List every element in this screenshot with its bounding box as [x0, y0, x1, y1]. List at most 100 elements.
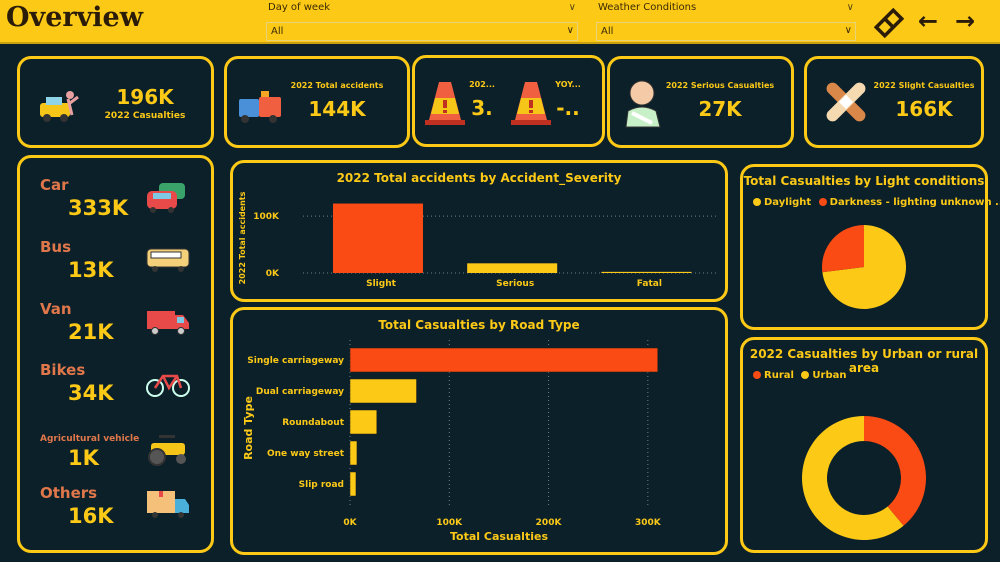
y-tick-label: Slip road: [299, 480, 344, 490]
bar-fatal: [601, 271, 692, 273]
vehicle-name: Car: [40, 176, 69, 194]
x-tick-label: Serious: [496, 279, 534, 289]
header-bar: Overview Day of week ∨ All ∨ Weather Cond…: [0, 0, 1000, 44]
severity-chart-card: 2022 Total accidents by Accident_Severit…: [230, 160, 728, 302]
vehicle-name: Bus: [40, 238, 72, 256]
slice-daylight: [822, 225, 906, 309]
x-tick-label: 300K: [635, 518, 662, 528]
vehicle-name: Bikes: [40, 361, 86, 379]
y-tick-label: 0K: [266, 269, 280, 279]
light-conditions-pie-chart: [822, 225, 906, 309]
y-axis-title: 2022 Total accidents: [238, 191, 247, 284]
legend-swatch: [753, 198, 761, 206]
chart-legend: Rural Urban: [753, 370, 847, 381]
y-axis-title: Road Type: [242, 396, 255, 460]
kpi-label: 2022 Total accidents: [290, 81, 384, 90]
legend-swatch: [753, 371, 761, 379]
chart-title: 2022 Casualties by Urban or rural area: [749, 347, 979, 375]
legend-swatch: [818, 198, 827, 206]
severity-bar-chart: 2022 Total accidents 0K 100K Slight Serious F…: [238, 191, 718, 289]
collision-icon: [239, 91, 281, 123]
kpi-card-serious: 2022 Serious Casualties 27K: [607, 56, 794, 148]
legend-label: Rural: [764, 370, 794, 381]
chevron-down-icon[interactable]: ∨: [568, 2, 576, 13]
chart-legend: Daylight Darkness - lighting unknown ...: [753, 197, 1000, 208]
car-icon: [147, 183, 185, 213]
vehicle-name: Agricultural vehicle: [40, 434, 140, 444]
vehicle-value: 333K: [68, 196, 129, 220]
x-axis-title: Total Casualties: [450, 530, 548, 543]
vehicle-value: 16K: [68, 504, 114, 528]
x-tick-label: Fatal: [637, 279, 662, 289]
kpi-value: -..: [556, 96, 580, 120]
vehicle-item-car: Car 333K: [40, 176, 128, 220]
kpi-value: 144K: [308, 97, 366, 121]
injured-person-icon: [625, 80, 661, 128]
road-type-bar-chart: 0K 100K 200K 300K Single carriageway Dual car…: [242, 340, 662, 543]
legend-label: Urban: [812, 370, 847, 381]
slice-rural: [864, 416, 926, 526]
kpi-card-accidents: 2022 Total accidents 144K: [224, 56, 410, 148]
slicer-label: Weather Conditions: [598, 2, 697, 13]
slice-darkness: [822, 225, 864, 273]
bandage-icon: [826, 82, 866, 122]
arrow-left-icon[interactable]: ←: [918, 7, 939, 35]
bus-icon: [146, 248, 190, 272]
x-tick-label: Slight: [366, 279, 397, 289]
kpi-label: 202...: [469, 80, 495, 89]
arrow-right-icon[interactable]: →: [955, 7, 976, 35]
y-tick-label: Single carriageway: [247, 356, 344, 366]
vehicle-value: 1K: [68, 446, 99, 470]
chevron-down-icon: ∨: [844, 25, 852, 36]
y-tick-label: 100K: [253, 212, 280, 222]
kpi-value: 27K: [698, 97, 742, 121]
slicer-value: All: [271, 26, 284, 37]
vehicle-item-bikes: Bikes 34K: [40, 361, 114, 405]
kpi-value: 3.: [471, 96, 493, 120]
light-conditions-chart-card: Total Casualties by Light conditions Day…: [740, 164, 1000, 330]
bar-roundabout: [349, 409, 378, 435]
vehicle-item-van: Van 21K: [40, 300, 114, 344]
kpi-label: 2022 Slight Casualties: [873, 81, 975, 90]
kpi-value: 166K: [895, 97, 953, 121]
vehicle-item-others: Others 16K: [40, 484, 114, 528]
vehicle-item-bus: Bus 13K: [40, 238, 114, 282]
legend-swatch: [801, 371, 810, 379]
tractor-icon: [148, 435, 186, 466]
vehicle-type-panel: Car 333K Bus 13K Van 21K Bikes 34K Agricultural …: [17, 155, 214, 553]
vehicle-value: 34K: [68, 381, 114, 405]
x-tick-label: 200K: [536, 518, 563, 528]
bar-slight: [333, 203, 423, 273]
bar-slip-road: [349, 471, 357, 497]
chevron-down-icon: ∨: [566, 25, 574, 36]
y-tick-label: Roundabout: [282, 418, 344, 428]
car-crash-icon: [40, 91, 79, 122]
chart-title: 2022 Total accidents by Accident_Severit…: [336, 171, 622, 185]
bar-dual-carriageway: [349, 378, 417, 404]
vehicle-item-agricultural-vehicle: Agricultural vehicle 1K: [40, 428, 139, 470]
day-of-week-slicer[interactable]: Day of week ∨ All ∨: [266, 2, 578, 42]
weather-conditions-dropdown[interactable]: All ∨: [596, 22, 856, 41]
weather-conditions-slicer[interactable]: Weather Conditions ∨ All ∨: [596, 2, 856, 42]
y-tick-label: One way street: [267, 449, 345, 459]
road-type-chart-card: Total Casualties by Road Type 0K 100K 200K…: [230, 307, 728, 555]
urban-rural-donut-chart: [802, 416, 926, 540]
kpi-label: 2022 Casualties: [104, 111, 186, 121]
chevron-down-icon[interactable]: ∨: [846, 2, 854, 13]
chart-title: Total Casualties by Road Type: [378, 318, 580, 332]
vehicle-value: 13K: [68, 258, 114, 282]
legend-label: Daylight: [764, 197, 812, 208]
page-title: Overview: [6, 2, 143, 33]
bar-single-carriageway: [349, 347, 659, 373]
delivery-truck-icon: [147, 491, 189, 518]
vehicle-value: 21K: [68, 320, 114, 344]
warning-cone-icon: [425, 82, 465, 125]
kpi-card-slight: 2022 Slight Casualties 166K: [804, 56, 984, 148]
kpi-card-casualties: 196K 2022 Casualties: [17, 56, 214, 148]
slicer-value: All: [601, 26, 614, 37]
kpi-label: 2022 Serious Casualties: [665, 81, 775, 90]
urban-rural-chart-card: 2022 Casualties by Urban or rural area R…: [740, 337, 988, 553]
bookmark-icon[interactable]: [874, 8, 904, 38]
kpi-value: 196K: [116, 85, 174, 109]
day-of-week-dropdown[interactable]: All ∨: [266, 22, 578, 41]
